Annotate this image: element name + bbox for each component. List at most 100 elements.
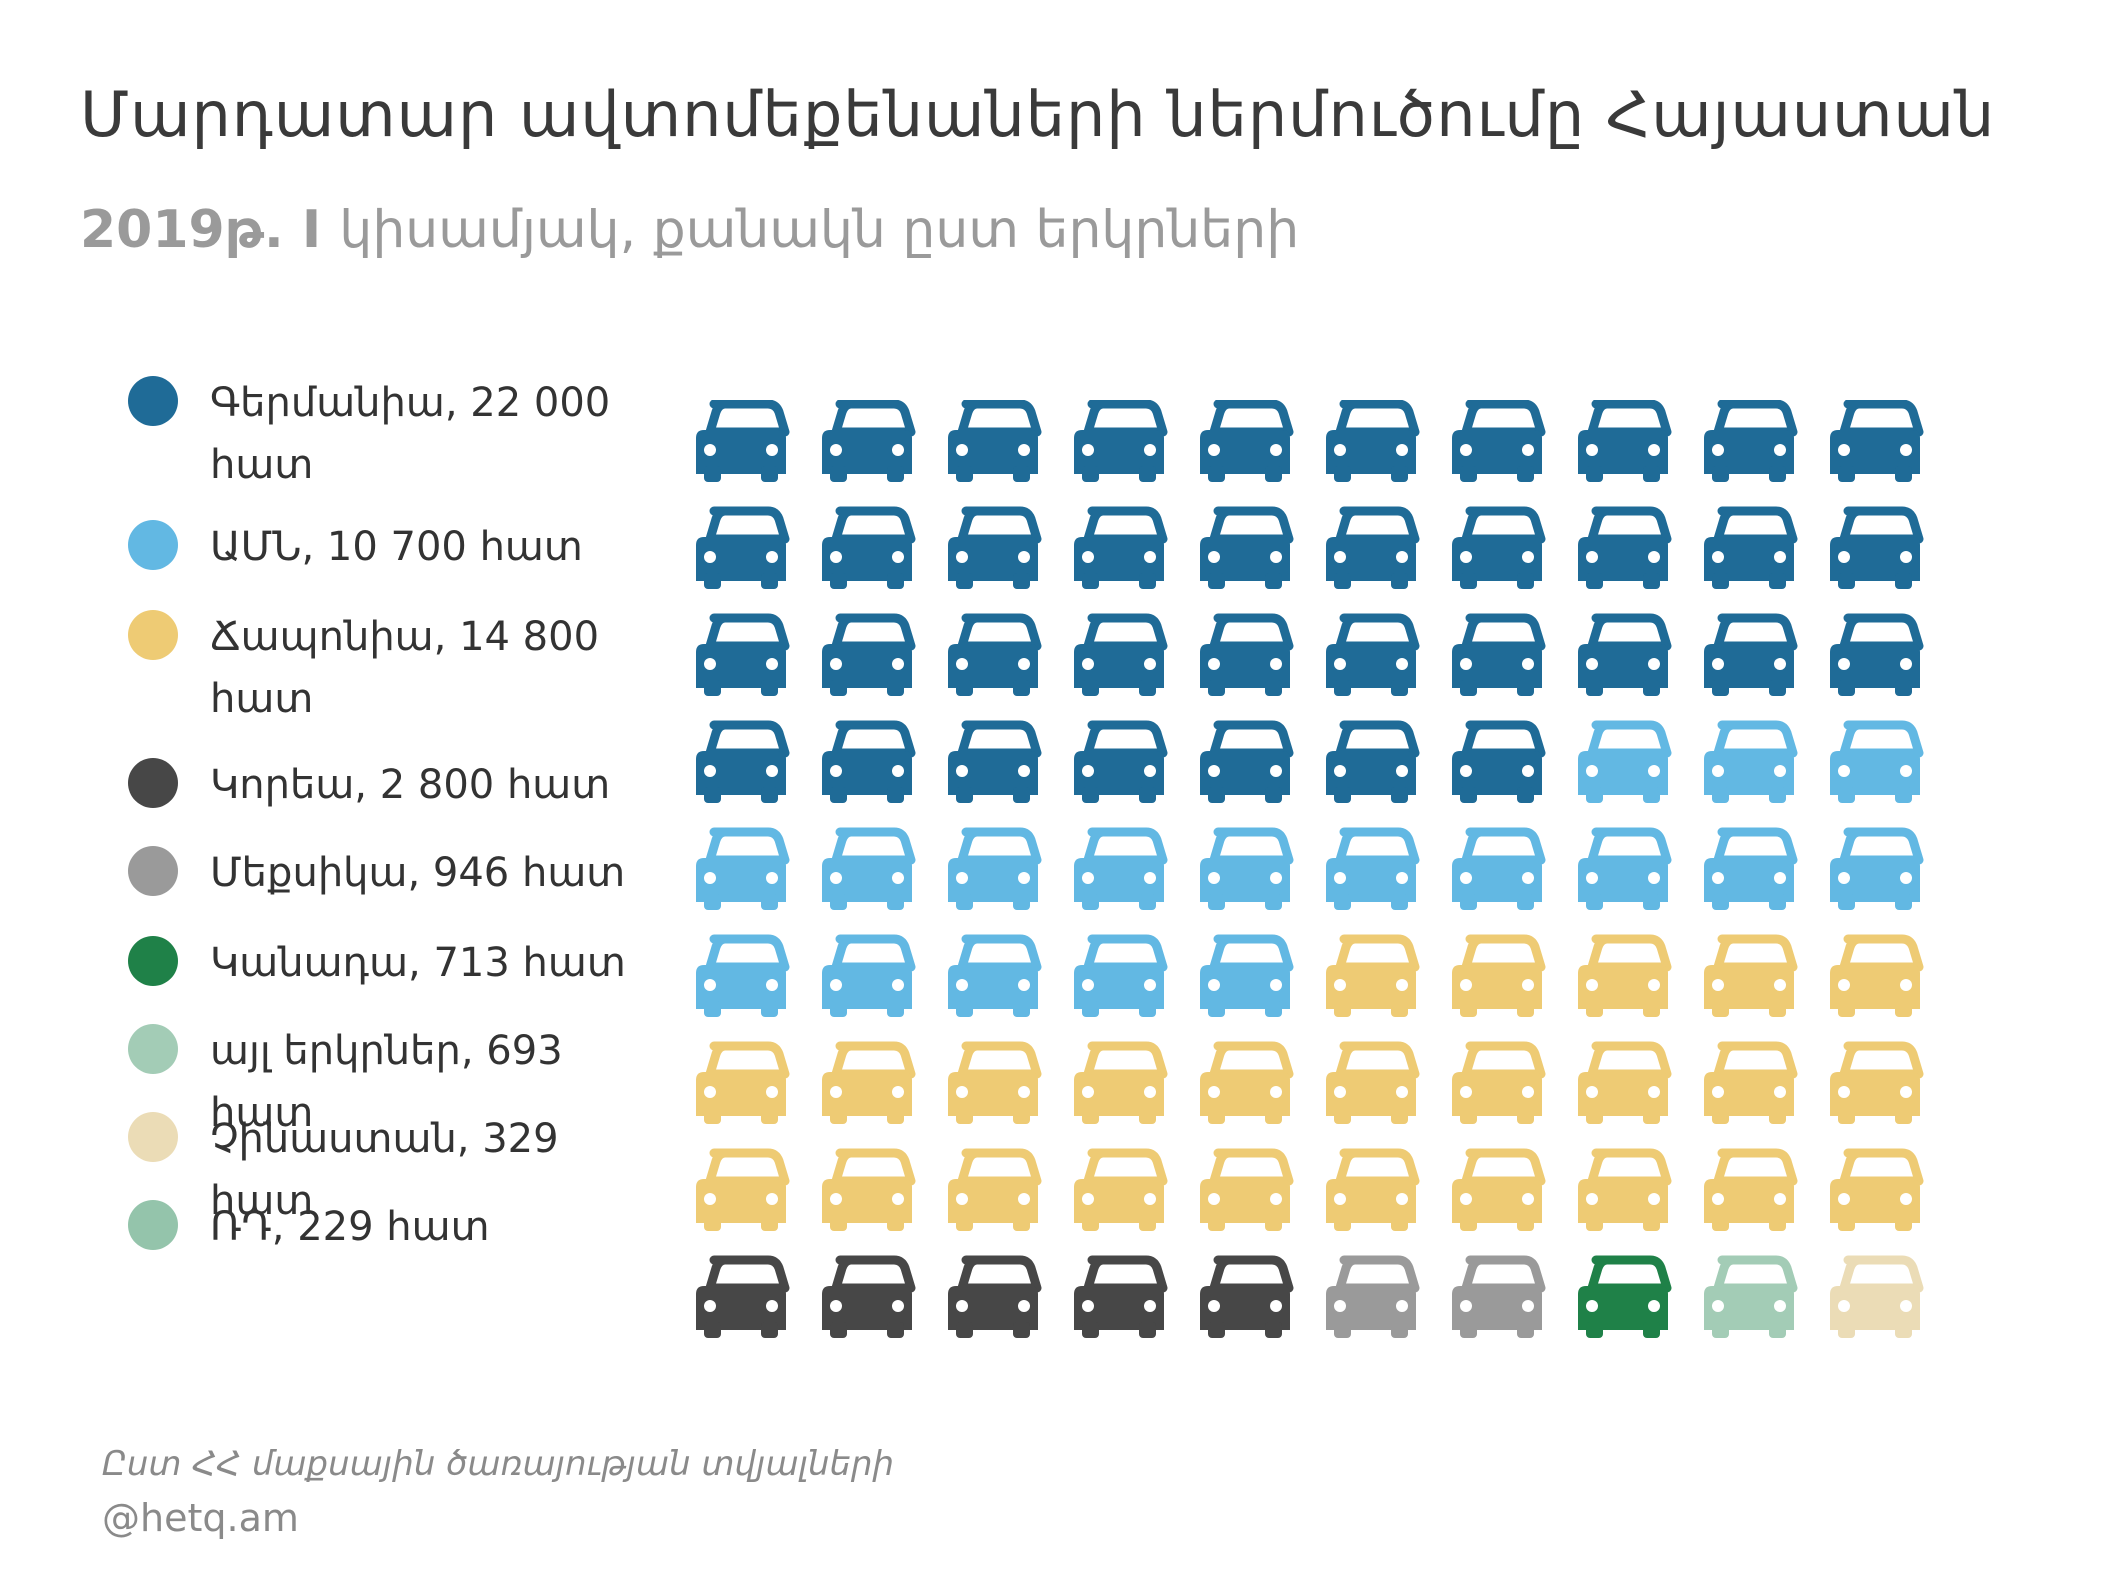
- car-icon: [1326, 511, 1416, 589]
- legend-dot-usa: [128, 520, 178, 570]
- car-icon: [1074, 832, 1164, 910]
- legend-label-mexico: Մեքսիկա, 946 հատ: [210, 850, 626, 896]
- car-icon: [1326, 832, 1416, 910]
- car-icon: [1326, 404, 1416, 482]
- car-icon: [822, 1153, 912, 1231]
- car-icon: [1200, 1153, 1290, 1231]
- car-icon: [1704, 832, 1794, 910]
- car-icon: [1578, 1153, 1668, 1231]
- subtitle-text: կիսամյակ, քանակն ըստ երկրների: [339, 200, 1300, 260]
- car-icon: [1200, 404, 1290, 482]
- car-icon: [822, 618, 912, 696]
- car-icon: [948, 404, 1038, 482]
- legend-dot-mexico: [128, 846, 178, 896]
- car-icon: [1830, 618, 1920, 696]
- car-icon: [1830, 404, 1920, 482]
- car-icon: [1830, 832, 1920, 910]
- car-icon: [1326, 1153, 1416, 1231]
- car-icon: [1578, 511, 1668, 589]
- legend-dot-germany: [128, 376, 178, 426]
- car-icon: [1326, 1046, 1416, 1124]
- car-icon: [1200, 1260, 1290, 1338]
- legend-dot-korea: [128, 758, 178, 808]
- car-icon: [948, 1260, 1038, 1338]
- car-icon: [948, 725, 1038, 803]
- car-icon: [948, 511, 1038, 589]
- legend-dot-canada: [128, 936, 178, 986]
- car-icon: [1578, 404, 1668, 482]
- car-icon: [696, 832, 786, 910]
- car-icon: [1200, 832, 1290, 910]
- car-icon: [1452, 1260, 1542, 1338]
- subtitle-year: 2019թ.: [80, 200, 284, 260]
- car-icon: [1074, 1260, 1164, 1338]
- car-icon: [696, 404, 786, 482]
- legend-label-canada: Կանադա, 713 հատ: [210, 940, 626, 986]
- legend-label-china: Չինաստան, 329 հատ: [210, 1116, 559, 1224]
- legend-label-korea: Կորեա, 2 800 հատ: [210, 762, 611, 808]
- car-icon: [1578, 725, 1668, 803]
- car-icon: [1452, 832, 1542, 910]
- car-icon: [1452, 725, 1542, 803]
- car-icon: [1452, 1153, 1542, 1231]
- legend-label-germany: Գերմանիա, 22 000 հատ: [210, 380, 611, 488]
- car-icon: [1704, 1046, 1794, 1124]
- car-icon: [1452, 618, 1542, 696]
- source-handle: @hetq.am: [102, 1496, 299, 1540]
- car-icon: [1830, 939, 1920, 1017]
- car-icon: [1074, 511, 1164, 589]
- car-icon: [1200, 1046, 1290, 1124]
- car-icon: [1704, 939, 1794, 1017]
- legend-label-usa: ԱՄՆ, 10 700 հատ: [210, 524, 583, 570]
- car-icon: [1200, 725, 1290, 803]
- car-icon: [1074, 618, 1164, 696]
- legend-dot-other: [128, 1024, 178, 1074]
- car-icon: [822, 1046, 912, 1124]
- car-icon: [696, 939, 786, 1017]
- car-icon: [1326, 939, 1416, 1017]
- legend-label-russia: ՌԴ, 229 հատ: [210, 1204, 490, 1250]
- car-icon: [1578, 1046, 1668, 1124]
- car-icon: [948, 618, 1038, 696]
- car-icon: [1830, 511, 1920, 589]
- car-icon: [696, 1153, 786, 1231]
- chart-subtitle: 2019թ. I կիսամյակ, քանակն ըստ երկրների: [80, 200, 1299, 260]
- car-icon: [1452, 1046, 1542, 1124]
- car-icon: [696, 618, 786, 696]
- car-icon: [1200, 618, 1290, 696]
- waffle-chart: [690, 400, 1950, 1360]
- car-icon: [822, 404, 912, 482]
- car-icon: [1074, 1046, 1164, 1124]
- car-icon: [1452, 939, 1542, 1017]
- car-icon: [1074, 725, 1164, 803]
- source-note: Ըստ ՀՀ մաքսային ծառայության տվյալների: [102, 1444, 895, 1484]
- car-icon: [696, 511, 786, 589]
- car-icon: [1326, 725, 1416, 803]
- legend-label-japan: Ճապոնիա, 14 800 հատ: [210, 614, 600, 722]
- car-icon: [1830, 1260, 1920, 1338]
- car-icon: [1326, 1260, 1416, 1338]
- car-icon: [1704, 725, 1794, 803]
- car-icon: [696, 1260, 786, 1338]
- legend-dot-china: [128, 1112, 178, 1162]
- legend-label-other: այլ երկրներ, 693 հատ: [210, 1028, 563, 1136]
- car-icon: [1200, 511, 1290, 589]
- car-icon: [1074, 939, 1164, 1017]
- car-icon: [1200, 939, 1290, 1017]
- car-icon: [948, 1046, 1038, 1124]
- car-icon: [1830, 725, 1920, 803]
- car-icon: [696, 725, 786, 803]
- chart-title: Մարդատար ավտոմեքենաների ներմուծումը Հայա…: [80, 78, 1996, 151]
- car-icon: [1704, 1153, 1794, 1231]
- subtitle-separator: I: [283, 200, 340, 260]
- car-icon: [1452, 511, 1542, 589]
- car-icon: [1704, 1260, 1794, 1338]
- car-icon: [1578, 618, 1668, 696]
- car-icon: [1578, 939, 1668, 1017]
- car-icon: [948, 1153, 1038, 1231]
- car-icon: [1578, 1260, 1668, 1338]
- car-icon: [1704, 618, 1794, 696]
- legend-dot-japan: [128, 610, 178, 660]
- car-icon: [822, 725, 912, 803]
- car-icon: [948, 939, 1038, 1017]
